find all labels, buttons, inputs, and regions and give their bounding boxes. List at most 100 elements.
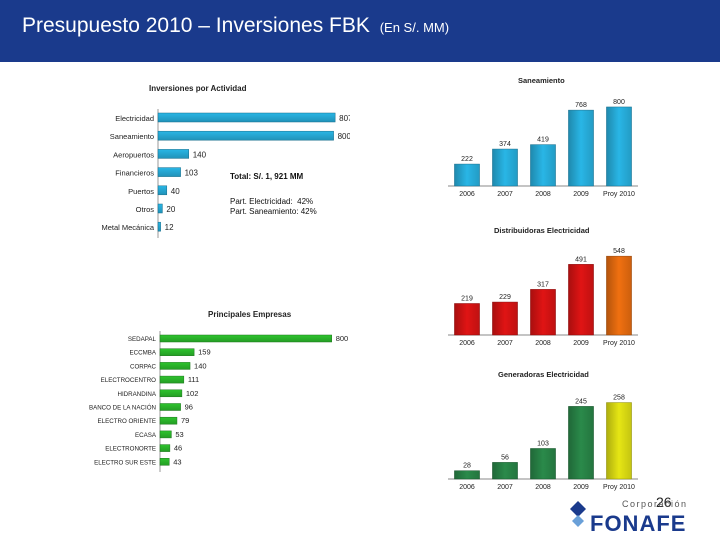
note-part-saneamiento: Part. Saneamiento: 42% [230, 207, 317, 216]
bar [159, 375, 185, 384]
title-text: Presupuesto 2010 – Inversiones FBK [22, 14, 370, 37]
value-label: 219 [461, 295, 473, 302]
value-label: 43 [173, 457, 181, 466]
category-label: Proy 2010 [603, 191, 635, 198]
category-label: Metal Mecánica [101, 223, 154, 232]
category-label: 2006 [459, 340, 475, 347]
note-part-electricidad: Part. Electricidad: 42% [230, 197, 314, 206]
chart-generadoras: Generadoras Electricidad 28 2006 56 2007 103 2… [448, 370, 638, 491]
category-label: 2009 [573, 191, 589, 198]
category-label: 2007 [497, 191, 513, 198]
chart-actividad: Inversiones por Actividad Electricidad 807… [101, 84, 353, 241]
value-label: 12 [165, 223, 174, 232]
chart-title: Inversiones por Actividad [149, 84, 247, 93]
value-label: 111 [188, 375, 199, 384]
category-label: Puertos [128, 187, 154, 196]
category-label: Otros [136, 205, 155, 214]
svg-text:Corporación: Corporación [622, 499, 688, 509]
value-label: 222 [461, 156, 473, 163]
chart-title: Distribuidoras Electricidad [494, 226, 590, 235]
value-label: 800 [338, 132, 350, 141]
bar [492, 148, 518, 187]
bar [159, 334, 332, 343]
bar [454, 303, 480, 336]
category-label: Aeropuertos [113, 150, 154, 159]
bar [530, 144, 556, 187]
value-label: 491 [575, 256, 587, 263]
bar [568, 406, 594, 480]
category-label: CORPAC [130, 363, 157, 370]
category-label: 2009 [573, 340, 589, 347]
bar [568, 264, 594, 336]
value-label: 102 [186, 389, 199, 398]
chart-distribuidoras: Distribuidoras Electricidad 219 2006 229 200… [448, 226, 638, 347]
panel-actividad: Inversiones por Actividad Electricidad 807… [84, 76, 353, 241]
value-label: 229 [499, 294, 511, 301]
chart-empresas: Principales Empresas SEDAPAL 800 ECCMBA 159 C… [89, 310, 349, 472]
category-label: 2006 [459, 484, 475, 491]
bar [530, 289, 556, 336]
value-label: 53 [175, 430, 183, 439]
value-label: 96 [185, 403, 193, 412]
panel-saneamiento: Saneamiento 222 2006 374 2007 419 2008 768 2009 8… [446, 74, 658, 204]
category-label: ELECTRO SUR ESTE [94, 459, 156, 466]
note-total: Total: S/. 1, 921 MM [230, 172, 304, 181]
value-label: 140 [194, 361, 207, 370]
category-label: 2009 [573, 484, 589, 491]
bar [159, 403, 181, 411]
panel-empresas: Principales Empresas SEDAPAL 800 ECCMBA 159 C… [72, 302, 362, 474]
category-label: Financieros [115, 169, 154, 178]
category-label: 2008 [535, 340, 551, 347]
bar [606, 402, 632, 480]
chart-title: Principales Empresas [208, 310, 292, 319]
bar [157, 221, 161, 232]
value-label: 159 [198, 348, 211, 357]
header-bar: Presupuesto 2010 – Inversiones FBK (En S… [0, 0, 720, 62]
value-label: 800 [336, 334, 349, 343]
chart-saneamiento: Saneamiento 222 2006 374 2007 419 2008 768 2009 8… [448, 76, 638, 198]
value-label: 317 [537, 281, 549, 288]
category-label: ECASA [135, 432, 157, 439]
title-unit: (En S/. MM) [379, 20, 450, 35]
category-label: ECCMBA [130, 350, 157, 357]
bar [606, 255, 632, 336]
bar [159, 444, 171, 452]
page-title: Presupuesto 2010 – Inversiones FBK (En S… [22, 14, 449, 38]
value-label: 79 [181, 416, 189, 425]
value-label: 40 [171, 187, 180, 196]
category-label: 2007 [497, 484, 513, 491]
bar [159, 362, 191, 370]
value-label: 20 [166, 205, 175, 214]
category-label: ELECTRO ORIENTE [98, 418, 156, 425]
bar [159, 458, 170, 466]
value-label: 419 [537, 137, 549, 144]
bar [157, 167, 181, 177]
category-label: Electricidad [115, 114, 154, 123]
bar [159, 389, 183, 398]
fonafe-logo-icon: Corporación FONAFE [570, 499, 688, 536]
category-label: BANCO DE LA NACIÓN [89, 405, 156, 412]
chart-title: Generadoras Electricidad [498, 370, 589, 379]
value-label: 140 [193, 150, 207, 159]
bar [157, 130, 334, 141]
value-label: 46 [174, 444, 182, 453]
value-label: 807 [339, 114, 350, 123]
value-label: 800 [613, 99, 625, 106]
category-label: Saneamiento [110, 132, 154, 141]
category-label: ELECTRONORTE [105, 446, 156, 453]
bar [454, 470, 480, 480]
category-label: 2007 [497, 340, 513, 347]
bar [157, 185, 168, 196]
panel-generadoras: Generadoras Electricidad 28 2006 56 2007 103 2… [446, 368, 658, 492]
category-label: 2008 [535, 484, 551, 491]
value-label: 245 [575, 398, 587, 405]
bar [606, 106, 632, 187]
bar [159, 430, 172, 439]
value-label: 103 [537, 440, 549, 447]
svg-text:FONAFE: FONAFE [590, 511, 686, 535]
bar [492, 301, 518, 336]
chart-title: Saneamiento [518, 76, 565, 85]
panel-distribuidoras: Distribuidoras Electricidad 219 2006 229 200… [446, 224, 658, 352]
bar [157, 112, 336, 123]
value-label: 768 [575, 102, 587, 109]
